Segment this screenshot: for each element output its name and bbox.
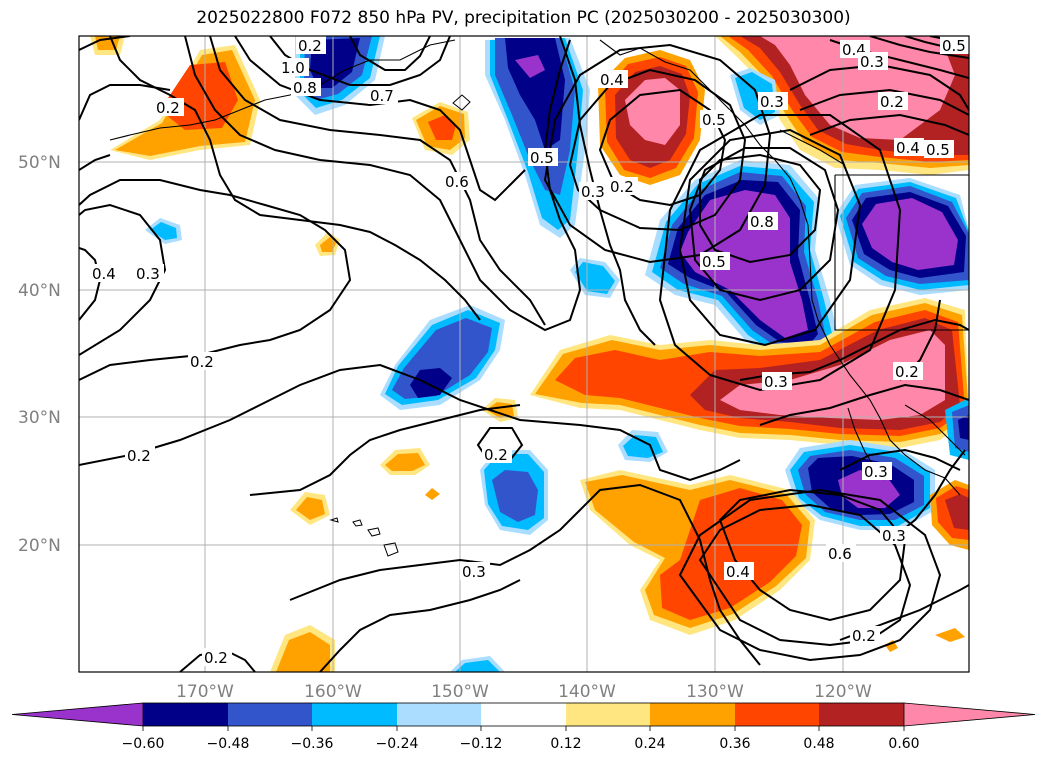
- shade-navy: [958, 415, 969, 440]
- colorbar-segment: [735, 703, 819, 726]
- colorbar-segment: [650, 703, 735, 726]
- contour-label: 0.3: [136, 265, 160, 283]
- contour-label: 0.2: [895, 363, 919, 381]
- lon-label-160w: 160°W: [304, 682, 362, 702]
- contour-label: 0.2: [204, 649, 228, 667]
- colorbar-segment: [566, 703, 650, 726]
- colorbar-tick-label: 0.60: [888, 736, 919, 752]
- lat-label-40n: 40°N: [18, 281, 61, 301]
- lon-label-140w: 140°W: [558, 682, 616, 702]
- colorbar-tick-label: 0.48: [803, 736, 834, 752]
- colorbar-segment: [819, 703, 904, 726]
- shade-orange: [296, 497, 325, 520]
- colorbar-segment: [904, 703, 1035, 726]
- lon-label-120w: 120°W: [814, 682, 872, 702]
- shade-orange: [276, 632, 330, 672]
- contour-label: 0.5: [702, 253, 726, 271]
- contour-label: 0.5: [926, 141, 950, 159]
- contour-label: 0.8: [750, 213, 774, 231]
- shade-purple: [515, 55, 545, 78]
- contour-label: 0.3: [581, 183, 605, 201]
- shade-outer: [935, 628, 965, 642]
- contour-label: 0.2: [156, 99, 180, 117]
- contour-label: 0.3: [764, 373, 788, 391]
- precipitation-shading: [90, 36, 969, 672]
- colorbar-tick-label: −0.48: [207, 736, 250, 752]
- latitude-labels: 50°N 40°N 30°N 20°N: [18, 153, 61, 556]
- shade-blue: [492, 470, 538, 522]
- contour-label: 0.2: [127, 447, 151, 465]
- lon-label-170w: 170°W: [176, 682, 234, 702]
- contour-label: 0.2: [484, 446, 508, 464]
- contour-label: 0.3: [882, 527, 906, 545]
- contour-label: 0.5: [942, 37, 966, 55]
- shade-orange: [385, 453, 425, 471]
- contour-label: 0.3: [860, 53, 884, 71]
- contour-label: 0.7: [370, 87, 394, 105]
- contour-label: 0.6: [445, 173, 469, 191]
- contour-labels: 1.0 0.8 0.7 0.6 0.5 0.4 0.3 0.2 0.2 0.4 …: [90, 36, 970, 667]
- contour-label: 0.4: [92, 265, 116, 283]
- lat-label-50n: 50°N: [18, 153, 61, 173]
- contour-label: 0.4: [600, 71, 624, 89]
- colorbar-tick-label: −0.24: [376, 736, 419, 752]
- contour-label: 0.4: [896, 139, 920, 157]
- plot-frame: [78, 35, 970, 673]
- contour-label: 0.2: [190, 353, 214, 371]
- colorbar-segment: [143, 703, 228, 726]
- shade-outer: [425, 488, 440, 500]
- contour-label: 0.2: [852, 627, 876, 645]
- lat-label-20n: 20°N: [18, 536, 61, 556]
- shade-pink: [720, 330, 945, 420]
- colorbar-tick-label: 0.36: [719, 736, 750, 752]
- colorbar-tick-label: −0.36: [291, 736, 334, 752]
- contour-label: 1.0: [281, 59, 305, 77]
- shade-cyan: [455, 660, 500, 672]
- colorbar-tick-label: 0.24: [634, 736, 665, 752]
- contour-label: 0.3: [864, 463, 888, 481]
- shade-red: [660, 488, 802, 620]
- islands: [329, 94, 471, 557]
- map-title: 2025022800 F072 850 hPa PV, precipitatio…: [196, 8, 851, 28]
- contour-label: 0.5: [702, 111, 726, 129]
- shade-orange: [320, 237, 336, 252]
- colorbar-segment: [312, 703, 397, 726]
- colorbar-segment: [12, 703, 143, 726]
- shade-red: [428, 115, 456, 140]
- colorbar-segment: [481, 703, 566, 726]
- contour-label: 0.2: [880, 93, 904, 111]
- lon-label-130w: 130°W: [686, 682, 744, 702]
- shade-purple: [862, 198, 958, 270]
- contour-label: 0.3: [462, 563, 486, 581]
- contour-label: 0.2: [298, 37, 322, 55]
- colorbar-segment: [397, 703, 481, 726]
- colorbar-segment: [228, 703, 312, 726]
- shade-cyan: [150, 222, 177, 240]
- lon-label-150w: 150°W: [431, 682, 489, 702]
- longitude-labels: 170°W 160°W 150°W 140°W 130°W 120°W: [176, 682, 872, 702]
- contour-label: 0.4: [726, 563, 750, 581]
- colorbar-tick-label: 0.12: [550, 736, 581, 752]
- shade-cyan: [575, 262, 615, 294]
- contour-label: 0.6: [828, 545, 852, 563]
- shade-darkred: [945, 494, 969, 530]
- contour-label: 0.3: [760, 93, 784, 111]
- contour-label: 0.8: [293, 79, 317, 97]
- colorbar-tick-label: −0.12: [460, 736, 503, 752]
- colorbar-tick-label: −0.60: [122, 736, 165, 752]
- contour-label: 0.2: [610, 178, 634, 196]
- lat-label-30n: 30°N: [18, 408, 61, 428]
- colorbar: −0.60 −0.48 −0.36 −0.24 −0.12 0.12 0.24 …: [11, 702, 1036, 752]
- contour-label: 0.5: [530, 149, 554, 167]
